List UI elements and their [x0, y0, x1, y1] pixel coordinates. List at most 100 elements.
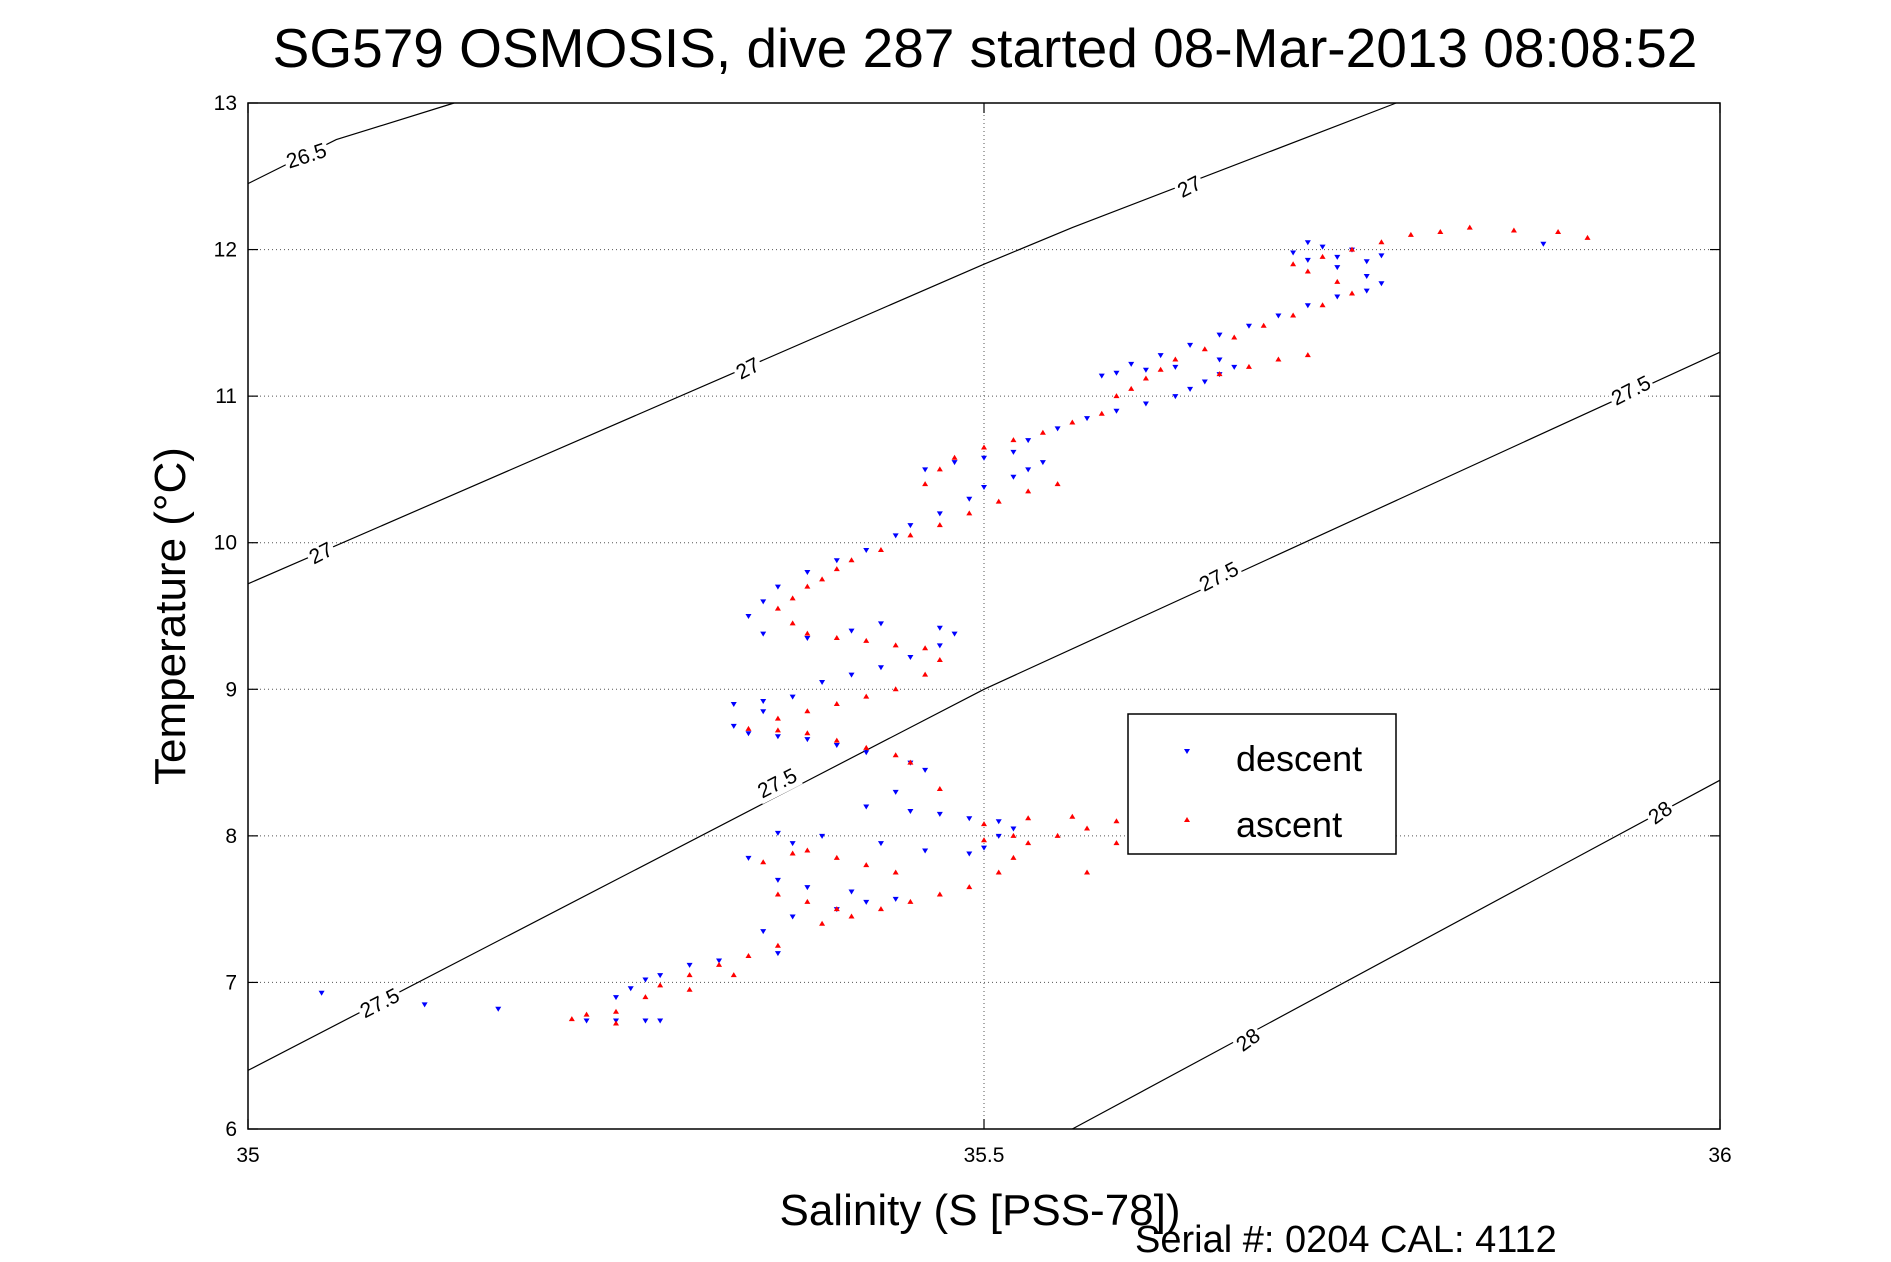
ascent-point — [848, 913, 855, 919]
descent-point — [760, 599, 767, 605]
descent-point — [848, 628, 855, 634]
descent-point — [730, 723, 737, 729]
descent-point — [627, 986, 634, 992]
descent-point — [657, 973, 664, 979]
descent-point — [1010, 474, 1017, 480]
contour-label-backing — [303, 537, 339, 571]
descent-point — [1172, 394, 1179, 400]
ascent-point — [1054, 481, 1061, 487]
ascent-point — [1025, 488, 1032, 494]
ascent-point — [583, 1011, 590, 1017]
ascent-point — [907, 759, 914, 765]
ascent-point — [863, 693, 870, 699]
descent-point — [863, 750, 870, 756]
descent-point — [1054, 426, 1061, 432]
contour-label-backing — [752, 763, 803, 805]
descent-point — [1334, 294, 1341, 300]
descent-point — [716, 958, 723, 964]
ascent-point — [1349, 246, 1355, 252]
descent-point — [804, 635, 811, 641]
descent-point — [936, 811, 943, 817]
descent-point — [892, 533, 899, 539]
ascent-point — [774, 891, 781, 897]
ascent-point — [1349, 290, 1355, 296]
descent-point — [951, 631, 958, 637]
descent-point — [951, 460, 958, 466]
ascent-point — [995, 869, 1002, 875]
ascent-point — [804, 730, 811, 736]
ascent-point — [863, 744, 870, 750]
ascent-point — [1010, 832, 1017, 838]
descent-point — [789, 694, 796, 700]
ascent-point — [1304, 268, 1311, 274]
ascent-point — [1260, 322, 1267, 328]
descent-point — [1363, 273, 1370, 279]
ascent-point — [863, 862, 870, 868]
ascent-point — [804, 708, 811, 714]
ascent-point — [804, 847, 811, 853]
ascent-point — [892, 686, 899, 692]
ascent-point — [833, 700, 840, 706]
ascent-point — [966, 510, 973, 516]
ascent-point — [1069, 419, 1076, 425]
descent-point — [1142, 401, 1149, 407]
ascent-point — [1290, 312, 1297, 318]
descent-point — [730, 701, 737, 707]
descent-point — [421, 1002, 428, 1008]
ascent-point — [1113, 818, 1120, 824]
ascent-point — [892, 752, 899, 758]
descent-point — [1378, 253, 1385, 259]
ascent-point — [863, 637, 870, 643]
ascent-point — [804, 630, 811, 636]
descent-point — [833, 558, 840, 564]
descent-point — [686, 962, 693, 968]
descent-point — [1540, 241, 1547, 247]
descent-point — [774, 877, 781, 883]
x-tick-label: 35.5 — [964, 1144, 1005, 1167]
descent-point — [907, 808, 914, 814]
ascent-point — [1113, 393, 1120, 399]
ascent-point — [789, 850, 796, 856]
ascent-point — [1319, 253, 1326, 259]
ascent-point — [907, 898, 914, 904]
x-axis-label: Salinity (S [PSS-78]) — [779, 1186, 1180, 1235]
descent-point — [1084, 416, 1091, 422]
descent-point — [774, 584, 781, 590]
y-tick-label: 7 — [225, 971, 237, 994]
ascent-point — [1113, 840, 1120, 846]
descent-point — [760, 929, 767, 935]
ascent-point — [686, 986, 693, 992]
descent-point — [583, 1018, 590, 1024]
contour-label: 27 — [732, 353, 763, 384]
ascent-point — [981, 444, 987, 450]
descent-point — [1363, 288, 1370, 294]
legend-label-ascent: ascent — [1236, 804, 1342, 845]
ascent-point — [774, 715, 781, 721]
ascent-point — [613, 1020, 619, 1026]
ascent-point — [1142, 375, 1149, 381]
descent-point — [1245, 323, 1252, 329]
descent-point — [745, 614, 752, 619]
descent-point — [981, 455, 987, 461]
descent-point — [1039, 460, 1046, 466]
ascent-point — [936, 656, 943, 662]
legend: descent ascent — [1127, 713, 1397, 855]
descent-point — [877, 621, 884, 627]
ascent-point — [657, 982, 664, 988]
descent-point — [1187, 386, 1194, 392]
ascent-point — [833, 634, 840, 640]
descent-point — [1334, 254, 1341, 260]
descent-point — [1378, 281, 1385, 287]
ascent-point — [966, 884, 973, 890]
descent-point — [804, 570, 811, 576]
descent-point — [745, 855, 752, 861]
y-tick-label: 6 — [225, 1118, 237, 1141]
ascent-point — [833, 737, 840, 743]
ascent-point — [804, 583, 811, 589]
descent-point — [760, 631, 767, 637]
legend-marker-ascent — [1184, 817, 1190, 822]
y-tick-label: 10 — [214, 532, 237, 555]
descent-point — [848, 889, 855, 895]
descent-point — [642, 977, 649, 983]
ascent-point — [907, 532, 914, 538]
